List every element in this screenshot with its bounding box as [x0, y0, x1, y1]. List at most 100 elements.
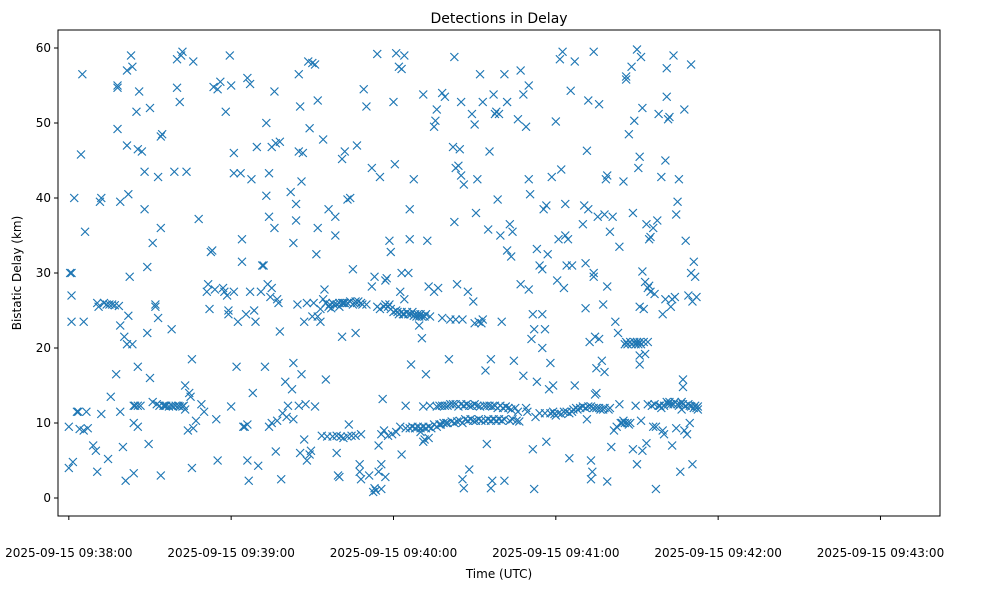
- data-point: [625, 337, 635, 347]
- data-point: [337, 332, 347, 342]
- data-point: [191, 416, 201, 426]
- data-point: [559, 407, 569, 417]
- data-point: [316, 317, 325, 327]
- data-point: [689, 257, 699, 267]
- data-point: [458, 418, 467, 428]
- data-point: [299, 317, 309, 327]
- data-point: [474, 414, 484, 424]
- data-point: [666, 399, 676, 409]
- data-point: [679, 426, 689, 435]
- x-tick-label: 2025-09-15 09:41:00: [492, 546, 619, 560]
- data-point: [548, 381, 558, 390]
- data-point: [260, 362, 270, 372]
- data-point: [521, 122, 531, 132]
- data-point: [267, 283, 277, 293]
- data-point: [426, 423, 436, 433]
- data-point: [397, 64, 407, 74]
- data-point: [501, 402, 511, 411]
- data-point: [629, 116, 639, 126]
- data-point: [213, 456, 223, 465]
- data-point: [441, 418, 451, 428]
- data-point: [156, 132, 166, 141]
- data-point: [237, 257, 247, 267]
- data-point: [675, 399, 685, 409]
- y-tick-label: 60: [36, 41, 51, 55]
- data-point: [493, 195, 503, 204]
- data-point: [472, 401, 482, 411]
- data-point: [666, 302, 676, 312]
- data-point: [202, 287, 212, 297]
- data-point: [463, 287, 473, 297]
- data-point: [397, 450, 407, 459]
- data-point: [229, 148, 239, 158]
- data-point: [187, 354, 197, 364]
- data-point: [403, 309, 413, 319]
- data-point: [639, 337, 649, 347]
- data-point: [494, 109, 504, 119]
- data-point: [637, 446, 647, 456]
- data-point: [293, 300, 302, 309]
- data-point: [628, 208, 638, 218]
- data-point: [339, 298, 348, 308]
- data-point: [127, 339, 137, 349]
- data-point: [635, 337, 645, 347]
- data-point: [573, 405, 582, 414]
- data-point: [413, 309, 423, 319]
- data-point: [586, 402, 596, 411]
- data-point: [77, 69, 87, 79]
- data-point: [67, 268, 76, 278]
- data-point: [321, 375, 331, 384]
- data-point: [386, 247, 396, 257]
- data-point: [499, 414, 509, 424]
- data-point: [524, 174, 534, 184]
- data-point: [207, 246, 217, 255]
- data-point: [276, 474, 286, 484]
- data-point: [233, 317, 243, 327]
- data-point: [482, 439, 492, 449]
- data-point: [242, 420, 252, 429]
- data-point: [621, 72, 631, 81]
- x-tick-label: 2025-09-15 09:40:00: [330, 546, 457, 560]
- data-point: [294, 69, 304, 79]
- data-point: [598, 300, 608, 309]
- data-point: [175, 97, 185, 107]
- data-point: [67, 317, 76, 327]
- data-point: [222, 291, 232, 300]
- data-point: [351, 328, 361, 338]
- data-point: [659, 429, 669, 439]
- data-point: [642, 438, 651, 448]
- data-point: [375, 172, 385, 182]
- data-point: [295, 448, 305, 458]
- data-point: [692, 292, 701, 302]
- data-point: [245, 79, 255, 89]
- data-point: [393, 307, 402, 317]
- data-point: [619, 416, 628, 426]
- data-point: [504, 403, 513, 413]
- data-point: [537, 343, 547, 353]
- data-point: [637, 267, 647, 276]
- data-point: [405, 204, 415, 214]
- data-point: [505, 219, 515, 229]
- data-point: [148, 397, 158, 407]
- data-point: [261, 118, 271, 128]
- data-point: [401, 401, 411, 411]
- data-point: [470, 120, 480, 129]
- data-point: [81, 407, 91, 417]
- data-point: [455, 144, 465, 154]
- data-point: [169, 167, 179, 177]
- data-point: [409, 174, 419, 184]
- data-point: [115, 197, 125, 207]
- data-point: [556, 165, 566, 174]
- data-point: [199, 407, 209, 417]
- data-point: [107, 300, 117, 309]
- data-point: [651, 484, 661, 494]
- data-point: [459, 483, 469, 493]
- data-point: [329, 300, 339, 309]
- data-point: [654, 109, 664, 119]
- data-point: [605, 403, 615, 413]
- data-point: [123, 311, 133, 321]
- data-point: [140, 167, 150, 177]
- data-point: [238, 422, 248, 432]
- data-point: [334, 472, 344, 482]
- data-point: [462, 399, 471, 409]
